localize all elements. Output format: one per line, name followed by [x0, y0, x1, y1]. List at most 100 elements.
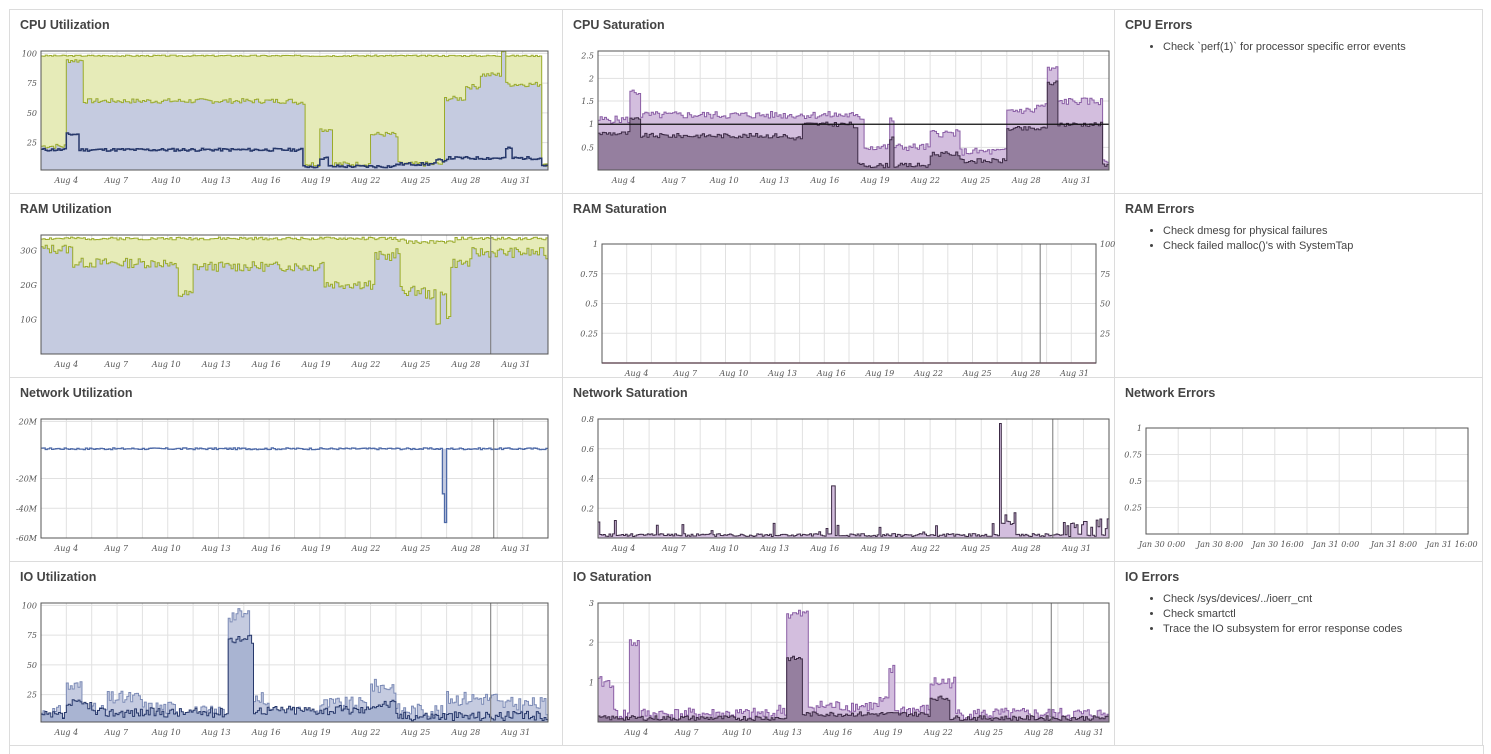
- network-errors-chart[interactable]: 1 0.75 0.5 0.25 Jan 30 0:00 Jan 30 8:00 Jan 30…: [1115, 378, 1483, 562]
- chart-grid: [598, 602, 1109, 722]
- x-tick-label: Aug 13: [201, 728, 231, 737]
- x-tick-label: Aug 16: [251, 728, 281, 737]
- x-tick-label: Aug 22: [913, 369, 943, 378]
- ram-total-line: [41, 236, 548, 244]
- panel-title: IO Saturation: [573, 570, 652, 584]
- x-tick-label: Aug 7: [674, 728, 700, 737]
- io-disk-b-line: [41, 634, 548, 722]
- x-tick-label: Jan 31 8:00: [1369, 540, 1417, 549]
- y-tick-label: 0.25: [580, 329, 598, 338]
- y2-tick-label: 50: [1100, 300, 1110, 309]
- y-tick-label: 20M: [18, 417, 38, 426]
- y-tick-label: -20M: [16, 475, 38, 484]
- y-tick-label: 75: [27, 631, 37, 640]
- x-tick-label: Aug 7: [661, 176, 687, 185]
- list-item: Check dmesg for physical failures: [1163, 226, 1353, 237]
- x-tick-label: Aug 4: [54, 176, 79, 185]
- x-tick-label: Aug 16: [251, 544, 281, 553]
- y-tick-label: 0.75: [580, 270, 598, 279]
- ram-used-line: [41, 244, 548, 325]
- x-tick-label: Aug 25: [401, 544, 431, 553]
- ram-saturation-chart[interactable]: 1 0.75 0.5 0.25 100 75 50 25 Aug 4 Aug 7 Aug 10 Aug…: [563, 194, 1115, 378]
- y2-tick-label: 100: [1100, 240, 1115, 249]
- x-tick-label: Aug 31: [1061, 176, 1091, 185]
- panel-title: Network Errors: [1125, 386, 1216, 400]
- y-tick-label: 0.75: [1124, 451, 1142, 460]
- y-tick-label: 1: [593, 240, 598, 249]
- x-tick-label: Aug 10: [719, 369, 749, 378]
- chart-border: [597, 602, 1110, 723]
- x-tick-label: Aug 13: [759, 176, 789, 185]
- x-tick-label: Aug 25: [401, 176, 431, 185]
- x-tick-label: Aug 13: [759, 544, 789, 553]
- panel-title: IO Errors: [1125, 570, 1180, 584]
- y-tick-label: 1: [589, 679, 594, 688]
- x-tick-label: Aug 31: [1061, 544, 1091, 553]
- x-tick-label: Aug 25: [401, 728, 431, 737]
- cpu-utilization-chart[interactable]: 100 75 50 25 Aug 4 Aug 7 Aug 10 Aug 13 Aug 16 Aug…: [10, 10, 563, 194]
- x-tick-label: Aug 31: [500, 360, 530, 369]
- x-tick-label: Aug 22: [351, 544, 381, 553]
- dashboard-grid: CPU Utilization 100 75 50 25 Aug 4 Aug 7 Aug 1…: [9, 9, 1483, 747]
- chart-border: [40, 602, 549, 723]
- x-tick-label: Aug 19: [864, 369, 894, 378]
- cpu-user-line: [41, 50, 548, 167]
- ram-utilization-chart[interactable]: 30G 20G 10G Aug 4 Aug 7 Aug 10 Aug 13 Aug 16 Aug…: [10, 194, 563, 378]
- x-tick-label: Aug 28: [1011, 544, 1041, 553]
- y-tick-label: -40M: [16, 504, 38, 513]
- x-tick-label: Aug 19: [301, 360, 331, 369]
- list-item: Check /sys/devices/../ioerr_cnt: [1163, 594, 1402, 605]
- x-tick-label: Aug 19: [873, 728, 903, 737]
- panel-title: Network Saturation: [573, 386, 688, 400]
- panel-title: CPU Errors: [1125, 18, 1193, 32]
- y-tick-label: 0.5: [1129, 477, 1142, 486]
- x-tick-label: Aug 7: [103, 360, 129, 369]
- cpu-total-line: [41, 54, 548, 166]
- x-tick-label: Aug 22: [923, 728, 953, 737]
- io-errors-panel: IO Errors Check /sys/devices/../ioerr_cn…: [1115, 562, 1483, 746]
- cpu-saturation-chart[interactable]: 2.5 2 1.5 1 0.5 Aug 4 Aug 7 Aug 10 Aug 13 Aug 16 A…: [563, 10, 1115, 194]
- x-tick-label: Aug 4: [624, 369, 649, 378]
- x-tick-label: Aug 13: [772, 728, 802, 737]
- io-utilization-chart[interactable]: 100 75 50 25 Aug 4 Aug 7 Aug 10 Aug 13 Aug 16 Aug…: [10, 562, 563, 746]
- ram-used-area: [41, 245, 548, 354]
- x-tick-label: Aug 16: [251, 360, 281, 369]
- panel-title: RAM Utilization: [20, 202, 112, 216]
- y-tick-label: 0.2: [581, 504, 594, 513]
- x-tick-label: Aug 25: [962, 369, 992, 378]
- x-tick-label: Aug 31: [1059, 369, 1089, 378]
- x-tick-label: Aug 13: [767, 369, 797, 378]
- x-tick-label: Aug 10: [709, 544, 739, 553]
- x-tick-label: Aug 22: [351, 360, 381, 369]
- network-utilization-chart[interactable]: 20M -20M -40M -60M Aug 4 Aug 7 Aug 10 Aug 13 Aug…: [10, 378, 563, 562]
- y-tick-label: 100: [22, 601, 37, 610]
- y2-tick-label: 25: [1099, 329, 1110, 338]
- x-tick-label: Aug 7: [672, 369, 698, 378]
- x-tick-label: Aug 22: [351, 728, 381, 737]
- chart-border: [601, 243, 1097, 364]
- x-tick-label: Jan 31 0:00: [1311, 540, 1359, 549]
- y2-tick-label: 75: [1100, 270, 1110, 279]
- x-tick-label: Aug 4: [611, 176, 636, 185]
- ram-errors-panel: RAM Errors Check dmesg for physical fail…: [1115, 194, 1483, 378]
- y-tick-label: 1.5: [581, 97, 594, 106]
- x-tick-label: Aug 19: [301, 176, 331, 185]
- x-tick-label: Aug 10: [151, 544, 181, 553]
- network-saturation-panel: Network Saturation 0.8 0.6 0.4 0.2 Aug 4 Aug …: [563, 378, 1115, 562]
- x-tick-label: Aug 28: [450, 544, 480, 553]
- y-tick-label: 0.4: [581, 475, 594, 484]
- y-tick-label: 1: [1137, 424, 1142, 433]
- net-drops-line: [598, 423, 1109, 537]
- x-tick-label: Aug 22: [910, 544, 940, 553]
- chart-border: [1145, 427, 1469, 535]
- x-tick-label: Jan 30 8:00: [1195, 540, 1243, 549]
- list-item: Check smartctl: [1163, 609, 1402, 620]
- io-saturation-chart[interactable]: 3 2 1 Aug 4 Aug 7 Aug 10 Aug 13 Aug 16 Aug 19 Aug…: [563, 562, 1115, 746]
- network-saturation-chart[interactable]: 0.8 0.6 0.4 0.2 Aug 4 Aug 7 Aug 10 Aug 13 Aug 16…: [563, 378, 1115, 562]
- x-tick-label: Aug 16: [816, 369, 846, 378]
- chart-border: [597, 418, 1110, 539]
- panel-title: CPU Utilization: [20, 18, 110, 32]
- x-tick-label: Aug 31: [500, 728, 530, 737]
- cpu-error-checks: Check `perf(1)` for processor specific e…: [1145, 42, 1406, 57]
- io-error-checks: Check /sys/devices/../ioerr_cnt Check sm…: [1145, 594, 1402, 639]
